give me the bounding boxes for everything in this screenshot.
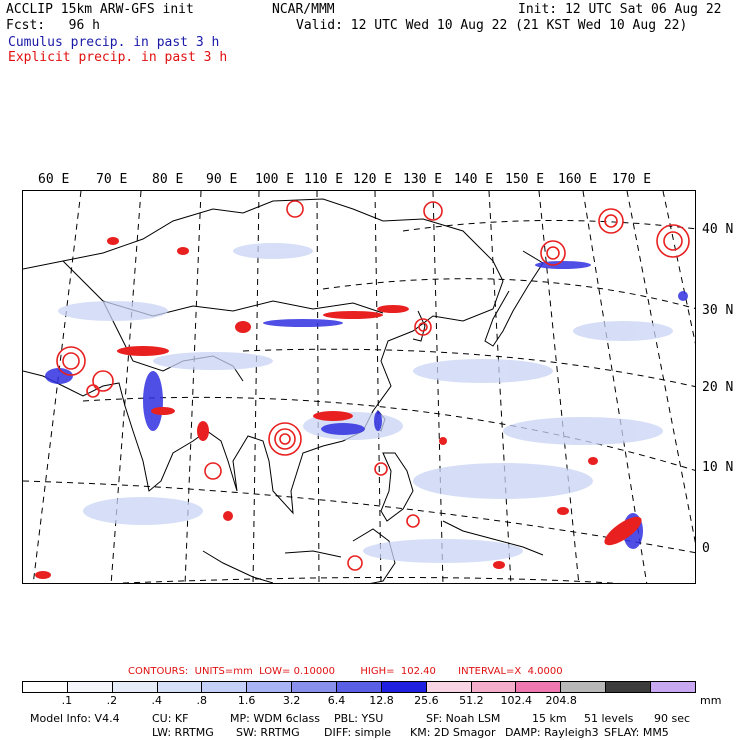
plot-title: ACCLIP 15km ARW-GFS init — [6, 2, 194, 17]
cu-info: CU: KF — [152, 712, 189, 725]
explicit-precip-areas — [56, 200, 690, 571]
pbl-info: PBL: YSU — [334, 712, 384, 725]
cumulus-legend: Cumulus precip. in past 3 h — [8, 35, 220, 50]
cumulus-heavy-areas — [45, 261, 688, 549]
colorbar-tick-label: 1.6 — [237, 694, 256, 707]
colorbar-tick-label: 25.6 — [414, 694, 439, 707]
colorbar — [22, 681, 696, 693]
lon-label: 140 E — [454, 172, 494, 187]
colorbar-tick-label: 102.4 — [500, 694, 533, 707]
resolution-info: 15 km — [532, 712, 567, 725]
institution-label: NCAR/MMM — [272, 2, 335, 17]
colorbar-swatch — [67, 682, 113, 692]
forecast-hour: Fcst: 96 h — [6, 18, 100, 33]
colorbar-tick-label: .2 — [106, 694, 118, 707]
colorbar-swatch — [23, 682, 68, 692]
lon-label: 130 E — [403, 172, 443, 187]
colorbar-swatch — [426, 682, 472, 692]
colorbar-swatch — [337, 682, 382, 692]
colorbar-swatch — [606, 682, 652, 692]
colorbar-tick-label: 204.8 — [545, 694, 577, 707]
colorbar-swatch — [516, 682, 562, 692]
colorbar-swatch — [157, 682, 203, 692]
lw-info: LW: RRTMG — [152, 726, 214, 739]
colorbar-swatch — [292, 682, 338, 692]
lon-label: 150 E — [505, 172, 545, 187]
timestep-info: 90 sec — [654, 712, 691, 725]
colorbar-tick-label: .1 — [61, 694, 73, 707]
colorbar-tick-label: 51.2 — [459, 694, 484, 707]
lat-label: 10 N — [702, 460, 734, 475]
colorbar-swatch — [471, 682, 517, 692]
colorbar-swatch — [651, 682, 695, 692]
contour-high: HIGH= 102.40 — [360, 666, 436, 677]
colorbar-tick-label: .8 — [196, 694, 207, 707]
lat-label: 30 N — [702, 303, 734, 318]
colorbar-tick-label: .4 — [151, 694, 163, 707]
colorbar-swatch — [561, 682, 607, 692]
lon-label: 70 E — [96, 172, 128, 187]
colorbar-swatch — [112, 682, 158, 692]
colorbar-tick-label: 3.2 — [282, 694, 301, 707]
latitude-gridlines — [23, 220, 695, 583]
model-info: Model Info: V4.4 — [30, 712, 120, 725]
lon-label: 170 E — [612, 172, 652, 187]
lon-label: 80 E — [152, 172, 184, 187]
contour-units: CONTOURS: UNITS=mm LOW= 0.10000 — [128, 666, 335, 677]
lat-label: 20 N — [702, 380, 734, 395]
longitude-gridlines — [32, 191, 695, 583]
explicit-precip-patches — [35, 237, 642, 579]
lon-label: 90 E — [206, 172, 238, 187]
levels-info: 51 levels — [584, 712, 634, 725]
sf-info: SF: Noah LSM — [426, 712, 501, 725]
init-time: Init: 12 UTC Sat 06 Aug 22 — [518, 2, 722, 17]
precip-map — [23, 191, 695, 583]
colorbar-unit: mm — [700, 694, 722, 707]
lon-label: 120 E — [353, 172, 393, 187]
mp-info: MP: WDM 6class — [230, 712, 320, 725]
map-panel — [22, 190, 696, 584]
damp-info: DAMP: Rayleigh3 — [505, 726, 599, 739]
lon-label: 110 E — [304, 172, 344, 187]
km-info: KM: 2D Smagor — [410, 726, 496, 739]
colorbar-swatch — [247, 682, 293, 692]
lon-label: 60 E — [38, 172, 70, 187]
contour-info: CONTOURS: UNITS=mm LOW= 0.10000 HIGH= 10… — [128, 666, 563, 677]
lat-label: 0 — [702, 541, 710, 556]
contour-interval: INTERVAL=X 4.0000 — [458, 666, 563, 677]
valid-time: Valid: 12 UTC Wed 10 Aug 22 (21 KST Wed … — [296, 18, 688, 33]
colorbar-tick-label: 6.4 — [327, 694, 346, 707]
lon-label: 160 E — [558, 172, 598, 187]
lon-label: 100 E — [255, 172, 295, 187]
colorbar-swatch — [202, 682, 248, 692]
diff-info: DIFF: simple — [324, 726, 392, 739]
colorbar-swatch — [381, 682, 427, 692]
sflay-info: SFLAY: MM5 — [604, 726, 669, 739]
lat-label: 40 N — [702, 222, 734, 237]
sw-info: SW: RRTMG — [236, 726, 300, 739]
colorbar-tick-label: 12.8 — [369, 694, 394, 707]
explicit-legend: Explicit precip. in past 3 h — [8, 50, 228, 65]
